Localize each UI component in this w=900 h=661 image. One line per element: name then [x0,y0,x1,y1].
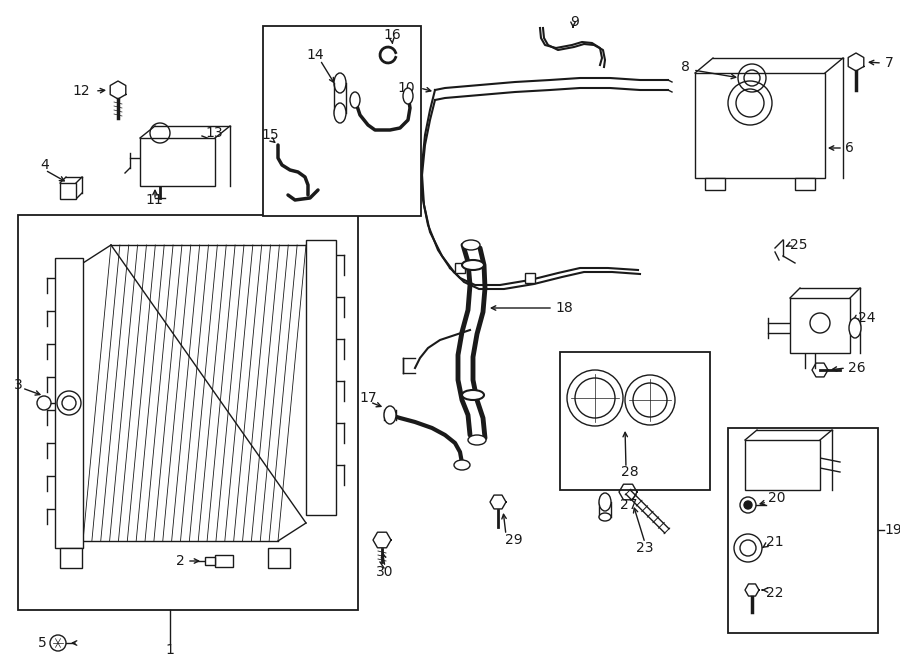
Text: 14: 14 [306,48,324,62]
Ellipse shape [384,406,396,424]
Ellipse shape [350,92,360,108]
Text: 28: 28 [621,465,639,479]
Text: 22: 22 [766,586,784,600]
Text: 1: 1 [166,643,175,657]
Bar [306,240,336,515]
Text: 8: 8 [681,60,690,74]
Circle shape [744,501,752,509]
Text: 30: 30 [376,565,394,579]
Bar [60,548,82,568]
Ellipse shape [599,513,611,521]
Bar [795,178,815,190]
Text: 27: 27 [620,498,637,512]
Text: 3: 3 [14,378,22,392]
Text: 25: 25 [790,238,807,252]
Text: 5: 5 [38,636,47,650]
Ellipse shape [454,460,470,470]
Text: 19: 19 [884,523,900,537]
Ellipse shape [462,240,480,250]
Ellipse shape [334,103,346,123]
Text: 15: 15 [261,128,279,142]
Text: 18: 18 [555,301,572,315]
Ellipse shape [599,493,611,511]
Text: 29: 29 [505,533,523,547]
Text: 7: 7 [885,56,894,70]
Text: 11: 11 [145,193,163,207]
Bar [455,263,465,273]
Ellipse shape [462,390,484,400]
Bar [790,298,850,353]
Bar [205,557,215,565]
Bar [695,73,825,178]
Text: 21: 21 [766,535,784,549]
Text: 26: 26 [848,361,866,375]
Text: 10: 10 [398,81,415,95]
Text: 9: 9 [571,15,580,29]
Text: 20: 20 [768,491,786,505]
Ellipse shape [403,88,413,104]
Bar [525,273,535,283]
Text: 16: 16 [383,28,400,42]
Ellipse shape [468,435,486,445]
Bar [728,428,878,633]
Ellipse shape [849,318,861,338]
Ellipse shape [462,260,484,270]
Text: 23: 23 [636,541,653,555]
Bar [18,215,358,610]
Bar [560,352,710,490]
Ellipse shape [334,73,346,93]
Bar [60,183,76,199]
Text: 4: 4 [40,158,50,172]
Text: 2: 2 [176,554,185,568]
Text: 17: 17 [359,391,377,405]
Bar [745,440,820,490]
Bar [215,555,233,567]
Bar [140,138,215,186]
Text: 13: 13 [205,126,222,140]
Bar [263,26,421,216]
Bar [705,178,725,190]
Text: 24: 24 [858,311,876,325]
Bar [55,258,83,548]
Text: 6: 6 [845,141,854,155]
Bar [268,548,290,568]
Text: 12: 12 [72,84,90,98]
